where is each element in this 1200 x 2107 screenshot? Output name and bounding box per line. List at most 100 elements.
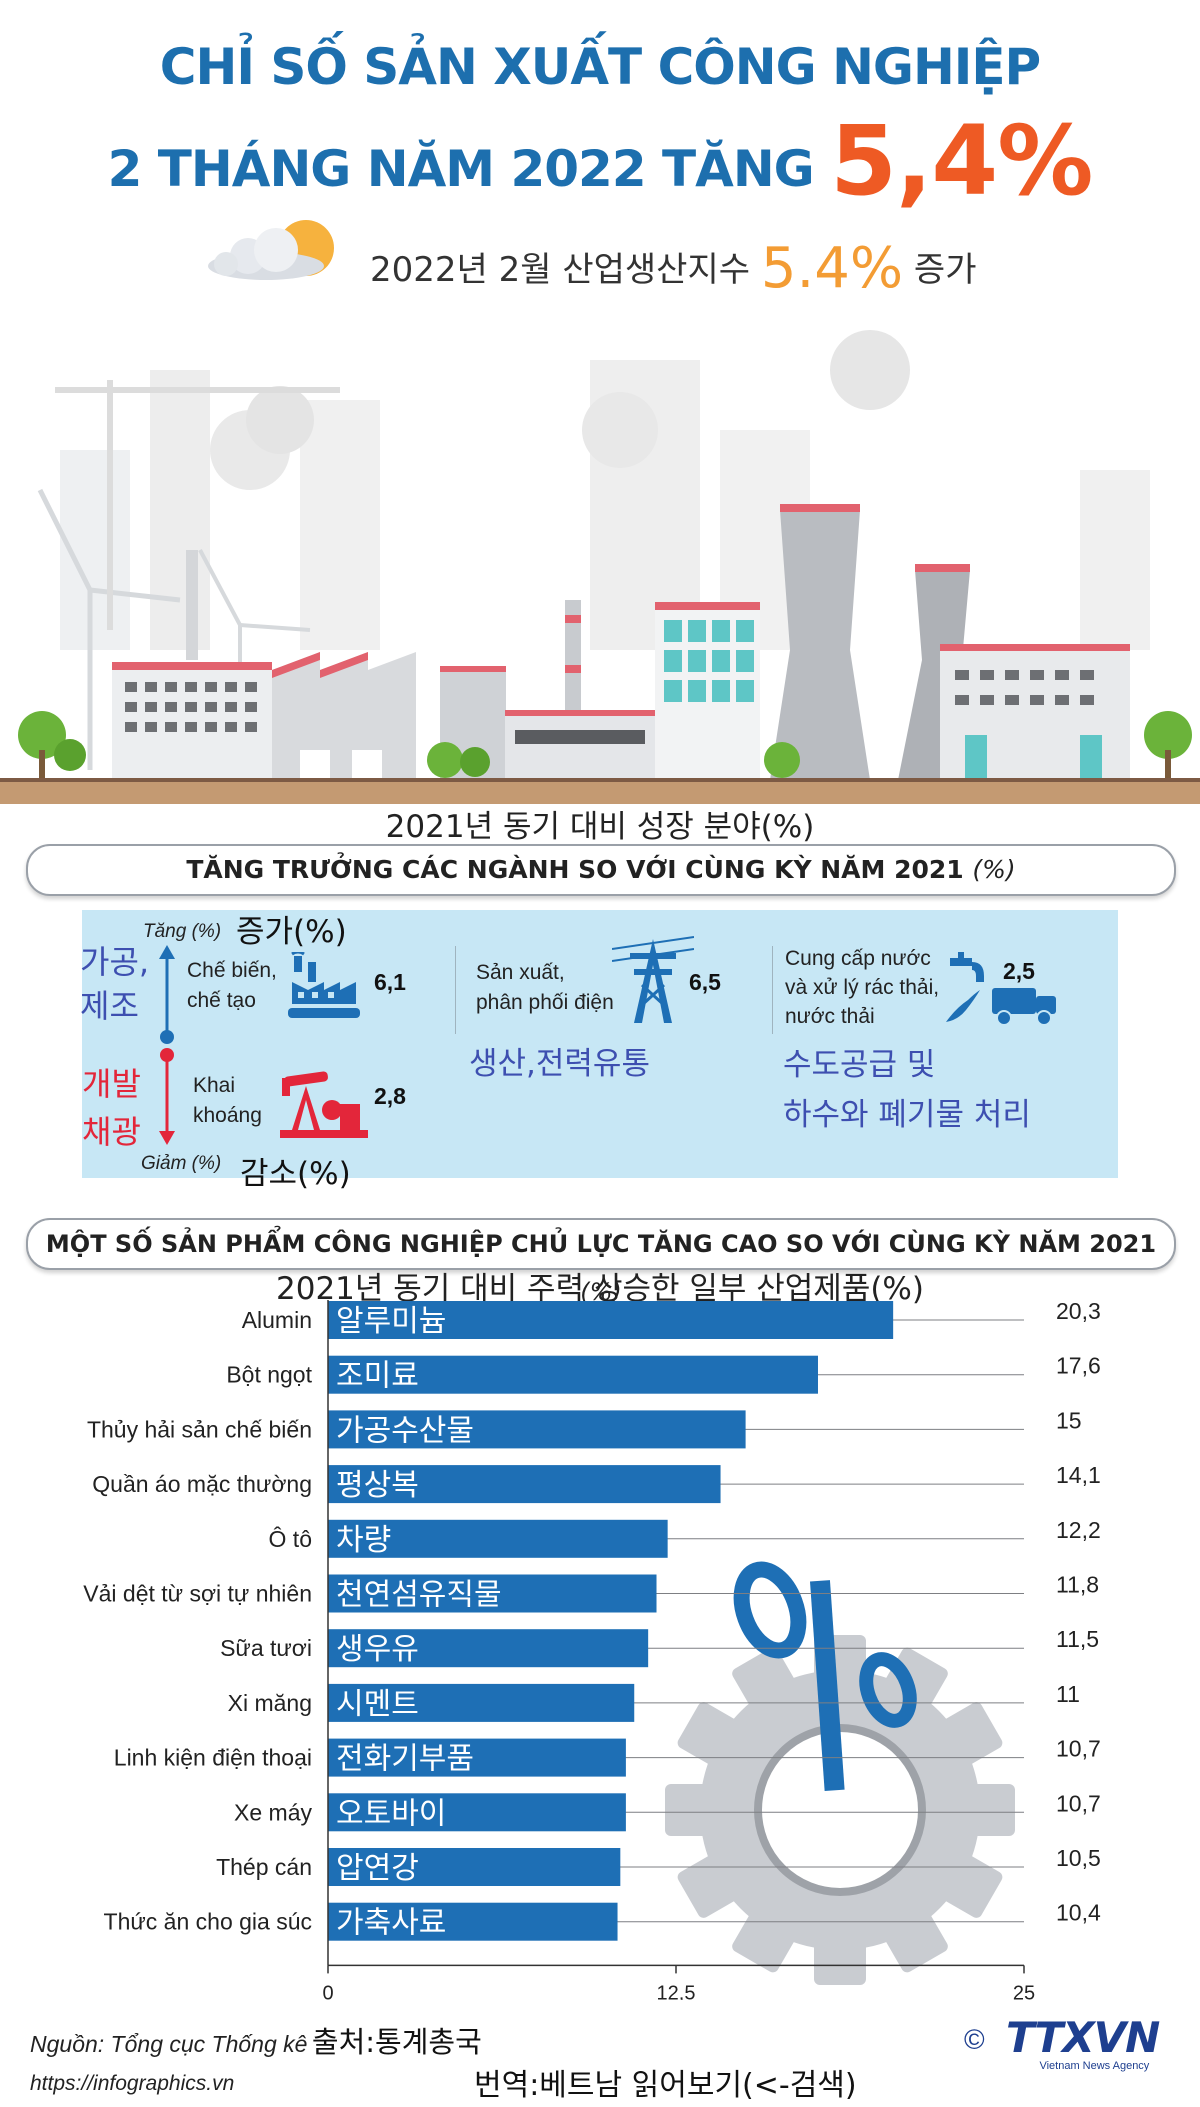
sector-panel [82, 910, 1118, 1178]
product-bar-chart: Alumin 알루미늄 20,3 Bột ngọt 조미료 17,6 Thủy hải sả… [83, 1300, 1101, 2000]
korean-bar-label: 가공수산물 [336, 1413, 474, 1448]
mining-label-line2: khoáng [193, 1104, 262, 1127]
korean-subtitle: 2022년 2월 산업생산지수 5.4% 증가 [370, 236, 976, 301]
factory-icon [288, 952, 360, 1018]
products-heading-box: MỘT SỐ SẢN PHẨM CÔNG NGHIỆP CHỦ LỰC TĂNG… [26, 1218, 1176, 1306]
bar [328, 1355, 818, 1394]
bar [328, 1629, 649, 1668]
water-korean-line2: 하수와 폐기물 처리 [783, 1097, 1031, 1133]
sector-korean-heading: 2021년 동기 대비 성장 분야(%) [385, 809, 815, 845]
bar [328, 1465, 721, 1504]
title-line-1: CHỈ SỐ SẢN XUẤT CÔNG NGHIỆP [159, 38, 1041, 96]
water-korean-line1: 수도공급 및 [783, 1047, 936, 1083]
source-line: Nguồn: Tổng cục Thống kê 출처:통계총국 [30, 2019, 482, 2061]
electricity-label-line1: Sản xuất, [476, 961, 565, 984]
value-label: 20,3 [1056, 1300, 1101, 1324]
category-label: Xe máy [234, 1799, 312, 1825]
bar [328, 1301, 894, 1339]
value-label: 11 [1056, 1681, 1080, 1707]
value-label: 11,8 [1056, 1572, 1099, 1598]
water-label-line1: Cung cấp nước [785, 947, 931, 970]
x-tick-label: 25 [1013, 1982, 1035, 2000]
manufacturing-korean-line1: 가공, [80, 943, 150, 981]
korean-bar-label: 가축사료 [336, 1906, 446, 1941]
mining-korean-line2: 채광 [82, 1113, 141, 1151]
electricity-value: 6,5 [689, 969, 721, 995]
sector-heading: TĂNG TRƯỞNG CÁC NGÀNH SO VỚI CÙNG KỲ NĂM… [28, 846, 1174, 894]
electricity-label-line2: phân phối điện [476, 991, 614, 1014]
mining-label: Khai khoáng [193, 1071, 262, 1131]
category-label: Thép cán [216, 1854, 312, 1880]
electricity-label: Sản xuất, phân phối điện [476, 958, 614, 1018]
electricity-korean: 생산,전력유통 [469, 1046, 650, 1082]
category-label: Bột ngọt [226, 1362, 312, 1388]
korean-bar-label: 압연강 [336, 1851, 419, 1886]
source-url: https://infographics.vn [30, 2072, 235, 2095]
korean-bar-label: 시멘트 [336, 1687, 419, 1722]
increase-korean-label: 증가(%) [236, 914, 347, 950]
source-text: Nguồn: Tổng cục Thống kê [30, 2031, 308, 2057]
korean-bar-label: 천연섬유직물 [336, 1578, 502, 1613]
mining-label-line1: Khai [193, 1074, 236, 1097]
sector-heading-box: TĂNG TRƯỞNG CÁC NGÀNH SO VỚI CÙNG KỲ NĂM… [26, 844, 1176, 896]
ttxvn-logo-text: TTXVN [1006, 2013, 1160, 2062]
ttxvn-logo: TTXVN Vietnam News Agency [1006, 2013, 1160, 2073]
bar [328, 1902, 618, 1941]
bar [328, 1683, 635, 1722]
cloud-sun-icon [208, 220, 334, 280]
korean-bar-label: 알루미늄 [336, 1304, 446, 1339]
sector-heading-unit: (%) [972, 855, 1016, 884]
bar [328, 1738, 626, 1777]
increase-decrease-axis [159, 945, 175, 1145]
bar [328, 1848, 621, 1886]
decrease-korean-label: 감소(%) [240, 1156, 351, 1192]
korean-subtitle-value: 5.4% [760, 236, 904, 301]
decrease-label: Giảm (%) [141, 1153, 222, 1174]
bar [328, 1793, 626, 1832]
source-korean: 출처:통계총국 [311, 2025, 482, 2059]
value-label: 15 [1056, 1407, 1082, 1433]
power-tower-icon [612, 936, 694, 1023]
manufacturing-label: Chế biến, chế tạo [187, 956, 277, 1016]
mining-korean-line1: 개발 [82, 1065, 141, 1103]
category-label: Thủy hải sản chế biến [87, 1416, 312, 1442]
bar [328, 1410, 746, 1449]
sector-heading-text: TĂNG TRƯỞNG CÁC NGÀNH SO VỚI CÙNG KỲ NĂM… [186, 855, 964, 884]
category-label: Thức ăn cho gia súc [104, 1909, 312, 1935]
value-label: 14,1 [1056, 1462, 1101, 1488]
water-value: 2,5 [1003, 958, 1035, 984]
value-label: 11,5 [1056, 1626, 1099, 1652]
copyright-symbol: © [964, 2024, 985, 2055]
value-label: 10,4 [1056, 1900, 1101, 1926]
manufacturing-korean-line2: 제조 [80, 987, 139, 1025]
value-label: 10,7 [1056, 1790, 1101, 1816]
korean-subtitle-prefix: 2022년 2월 산업생산지수 [370, 250, 751, 290]
sector-divider-1 [455, 946, 456, 1034]
value-label: 10,7 [1056, 1736, 1101, 1762]
category-label: Alumin [242, 1307, 312, 1333]
products-heading: MỘT SỐ SẢN PHẨM CÔNG NGHIỆP CHỦ LỰC TĂNG… [28, 1220, 1174, 1316]
mining-korean: 개발 채광 [82, 1060, 141, 1156]
water-truck-icon [946, 952, 1056, 1026]
korean-bar-label: 평상복 [336, 1468, 419, 1503]
products-heading-text: MỘT SỐ SẢN PHẨM CÔNG NGHIỆP CHỦ LỰC TĂNG… [45, 1230, 1157, 1258]
value-label: 17,6 [1056, 1353, 1101, 1379]
korean-bar-label: 전화기부품 [336, 1742, 474, 1777]
value-label: 12,2 [1056, 1517, 1101, 1543]
bar [328, 1574, 657, 1613]
bar [328, 1519, 668, 1558]
water-label-line2: và xử lý rác thải, [785, 976, 940, 999]
manufacturing-korean: 가공, 제조 [80, 940, 149, 1028]
x-tick-label: 0 [322, 1982, 333, 2000]
category-label: Vải dệt từ sợi tự nhiên [83, 1581, 312, 1607]
water-label-line3: nước thải [785, 1005, 875, 1028]
category-label: Sữa tươi [220, 1635, 312, 1661]
manufacturing-label-line2: chế tạo [187, 989, 256, 1012]
manufacturing-label-line1: Chế biến, [187, 959, 277, 982]
ttxvn-logo-subtitle: Vietnam News Agency [1039, 2060, 1150, 2072]
korean-bar-label: 차량 [336, 1523, 391, 1558]
gear-percent-icon [665, 1561, 1015, 1985]
translation-note: 번역:베트남 읽어보기(<-검색) [474, 2068, 857, 2103]
manufacturing-value: 6,1 [374, 969, 406, 995]
industrial-skyline-illustration [0, 330, 1200, 804]
